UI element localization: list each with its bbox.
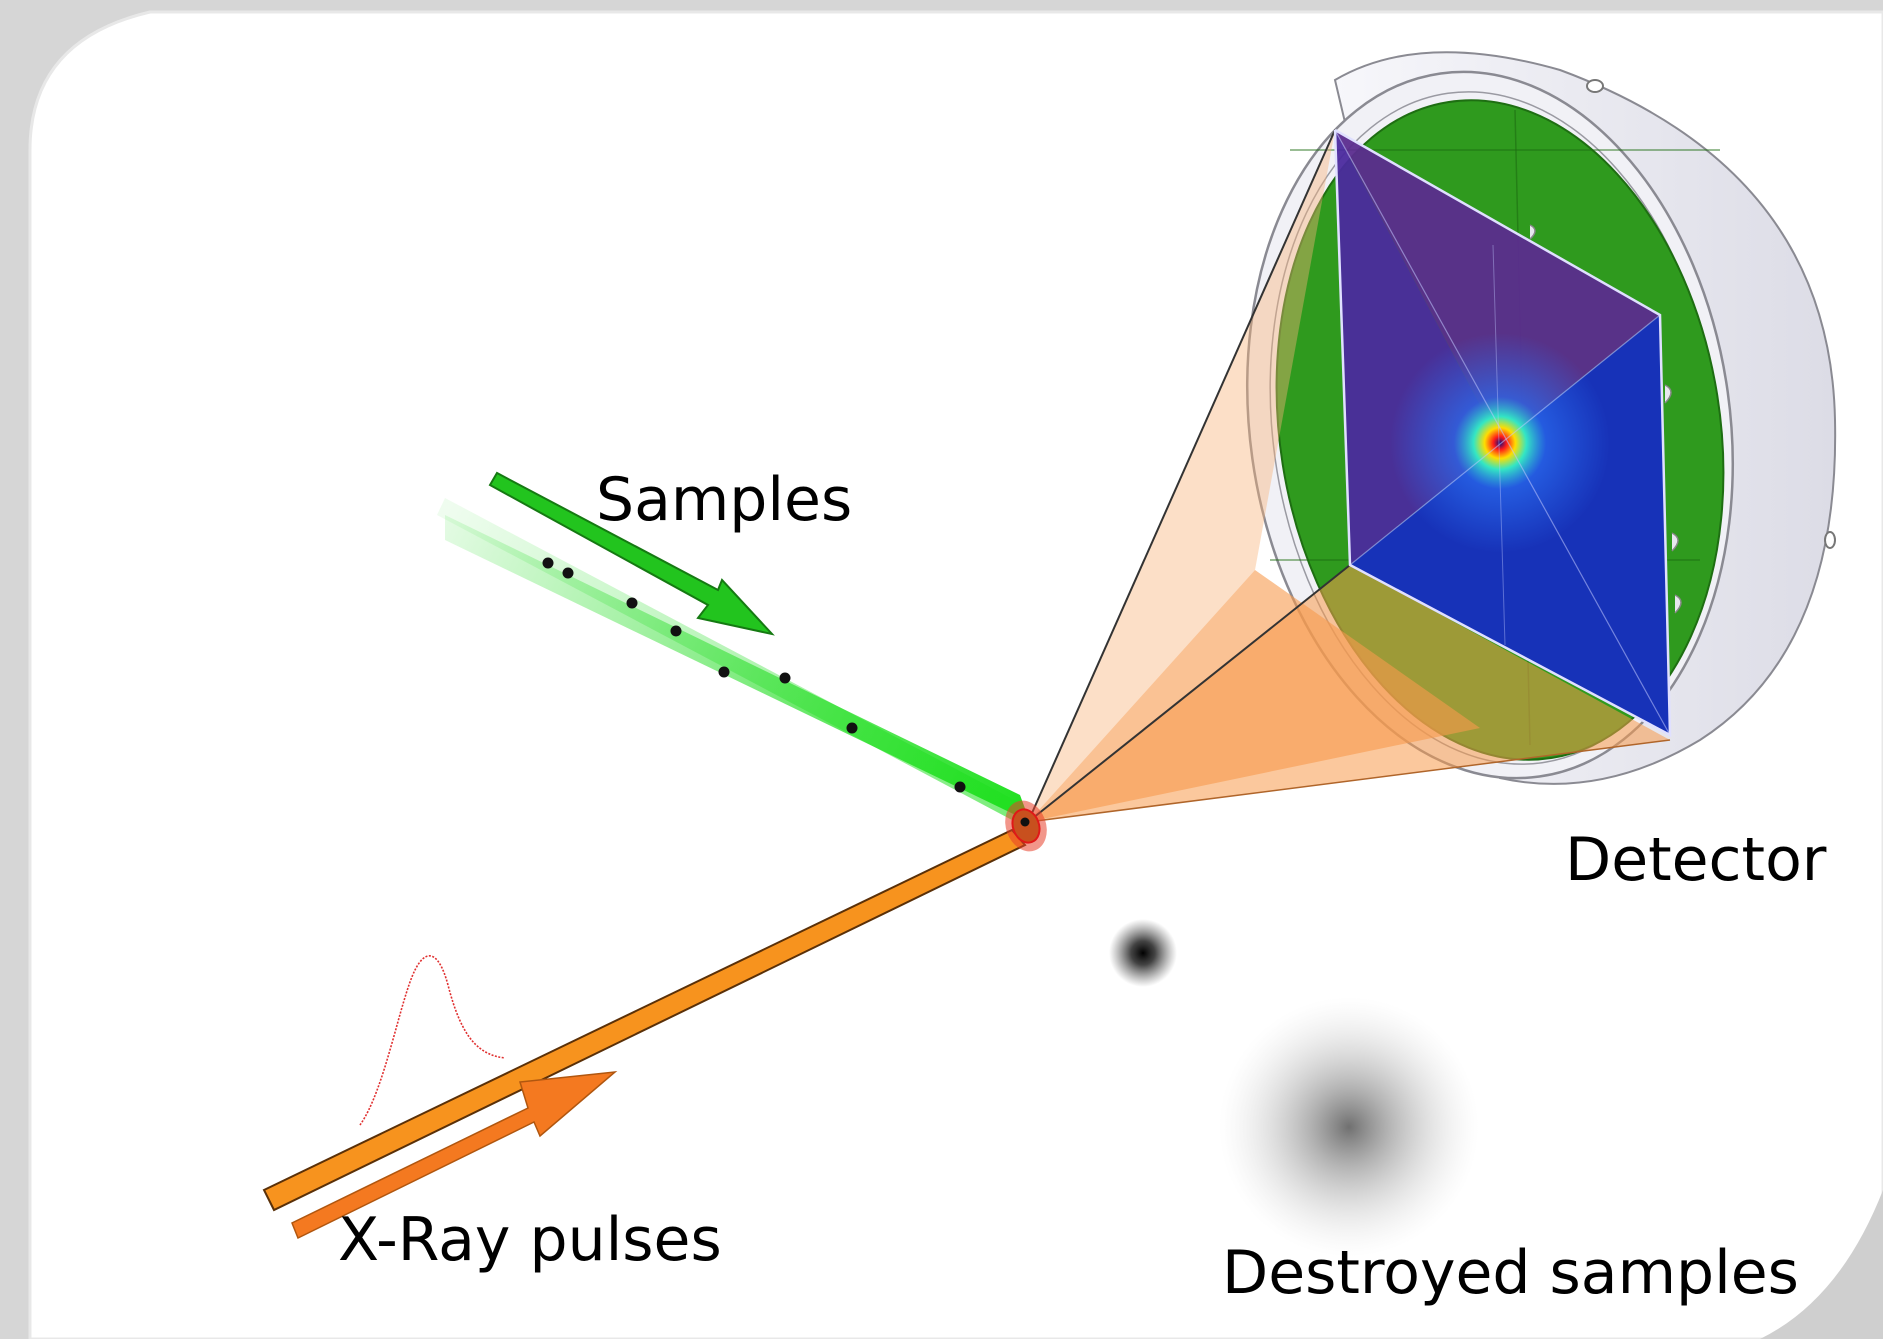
label-detector: Detector bbox=[1565, 825, 1827, 895]
particle-dot-6 bbox=[779, 672, 791, 684]
sample-arrow-icon bbox=[488, 471, 775, 636]
label-destroyed-samples: Destroyed samples bbox=[1222, 1238, 1799, 1308]
particle-dot-8 bbox=[954, 781, 966, 793]
destroyed-sample-large bbox=[1219, 997, 1479, 1257]
gaussian-pulse-icon bbox=[359, 955, 506, 1126]
particle-dot-7 bbox=[846, 722, 858, 734]
interaction-point bbox=[1005, 800, 1047, 852]
particle-dot-5 bbox=[718, 666, 730, 678]
particle-dot-4 bbox=[670, 625, 682, 637]
scattering-cone bbox=[1027, 129, 1671, 823]
panel-corner-shadow bbox=[1760, 1190, 1883, 1339]
label-samples: Samples bbox=[596, 465, 852, 535]
diffraction-pattern bbox=[1333, 128, 1672, 738]
particle-dot-2 bbox=[562, 567, 574, 579]
xray-arrow-icon bbox=[291, 1071, 618, 1240]
sample-particles bbox=[542, 557, 966, 793]
particle-dot-3 bbox=[626, 597, 638, 609]
particle-dot-1 bbox=[542, 557, 554, 569]
label-xray-pulses: X-Ray pulses bbox=[338, 1205, 722, 1275]
destroyed-sample-small bbox=[1109, 919, 1177, 987]
